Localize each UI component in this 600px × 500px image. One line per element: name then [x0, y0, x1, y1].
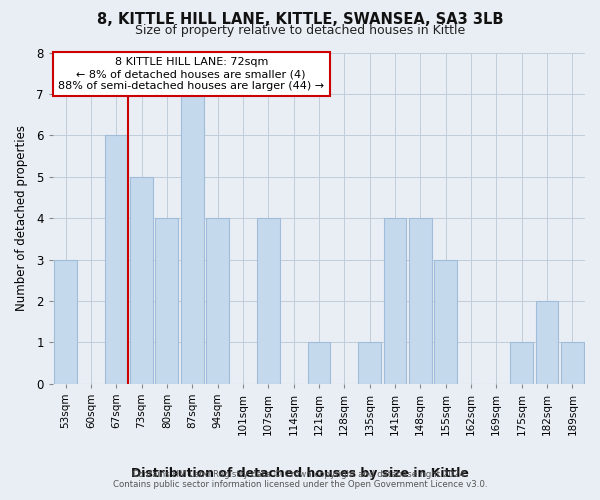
Bar — [206, 218, 229, 384]
Bar — [409, 218, 431, 384]
Bar — [105, 136, 128, 384]
Text: 8 KITTLE HILL LANE: 72sqm
← 8% of detached houses are smaller (4)
88% of semi-de: 8 KITTLE HILL LANE: 72sqm ← 8% of detach… — [58, 58, 324, 90]
Bar — [434, 260, 457, 384]
Bar — [54, 260, 77, 384]
Text: Distribution of detached houses by size in Kittle: Distribution of detached houses by size … — [131, 468, 469, 480]
Bar — [130, 177, 153, 384]
Bar — [155, 218, 178, 384]
Bar — [383, 218, 406, 384]
Bar — [561, 342, 584, 384]
Text: Contains HM Land Registry data © Crown copyright and database right 2024.
Contai: Contains HM Land Registry data © Crown c… — [113, 470, 487, 489]
Bar — [510, 342, 533, 384]
Bar — [257, 218, 280, 384]
Bar — [308, 342, 331, 384]
Bar — [181, 94, 203, 384]
Y-axis label: Number of detached properties: Number of detached properties — [15, 125, 28, 311]
Text: 8, KITTLE HILL LANE, KITTLE, SWANSEA, SA3 3LB: 8, KITTLE HILL LANE, KITTLE, SWANSEA, SA… — [97, 12, 503, 28]
Text: Size of property relative to detached houses in Kittle: Size of property relative to detached ho… — [135, 24, 465, 37]
Bar — [536, 301, 559, 384]
Bar — [358, 342, 381, 384]
